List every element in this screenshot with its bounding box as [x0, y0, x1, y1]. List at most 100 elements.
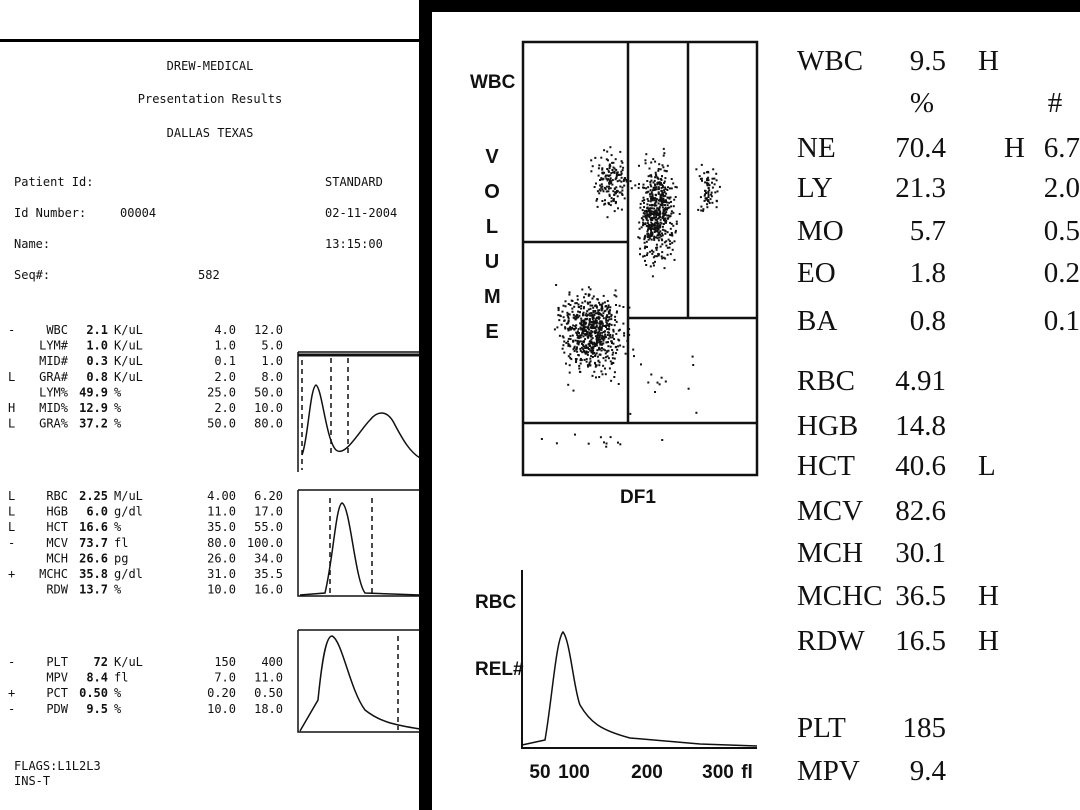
scatter-dot	[700, 205, 703, 208]
scatter-dot	[603, 203, 606, 206]
scatter-dot	[593, 320, 595, 323]
scatter-dot	[589, 323, 592, 326]
scatter-border	[521, 40, 759, 477]
result-unit: %	[114, 686, 122, 700]
scatter-dot	[657, 191, 660, 194]
scatter-dot	[661, 251, 664, 254]
scatter-dot	[638, 164, 640, 167]
scatter-dot	[575, 324, 578, 327]
scatter-dot	[613, 338, 616, 340]
scatter-dot	[602, 339, 605, 342]
scatter-dot	[645, 214, 648, 217]
scatter-dot	[622, 322, 625, 325]
scatter-dot	[706, 184, 709, 187]
result-name: EO	[797, 257, 836, 289]
scatter-dot	[571, 307, 574, 310]
scatter-dot	[620, 180, 623, 183]
result-unit: %	[114, 702, 122, 716]
result-flag: L	[8, 417, 15, 431]
scatter-dot	[647, 210, 650, 213]
scatter-dot	[595, 316, 598, 319]
scatter-dot	[648, 193, 651, 196]
scatter-dot	[674, 229, 677, 232]
scatter-dot	[642, 223, 645, 226]
scatter-dot	[704, 189, 706, 192]
scatter-dot	[563, 340, 566, 343]
scatter-dot	[654, 229, 657, 232]
result-value: 26.6	[79, 551, 108, 565]
scatter-dot	[569, 304, 572, 306]
scatter-dot	[600, 303, 603, 306]
scatter-dot	[618, 304, 621, 307]
scatter-dot	[647, 226, 650, 229]
scatter-dot	[599, 322, 602, 325]
scatter-dot	[595, 324, 598, 327]
scatter-dot	[695, 411, 698, 414]
scatter-dot	[608, 367, 611, 370]
scatter-dot	[591, 165, 594, 168]
scatter-dot	[623, 334, 626, 337]
scatter-dot	[571, 327, 573, 329]
scatter-dot	[661, 439, 664, 441]
scatter-dot	[650, 238, 653, 241]
scatter-dot	[592, 306, 595, 309]
scatter-dot	[649, 217, 652, 220]
scatter-dot	[707, 171, 710, 174]
scatter-dot	[650, 174, 652, 177]
scatter-dot	[655, 210, 658, 213]
scatter-dot	[609, 436, 612, 439]
scatter-dot	[595, 352, 598, 355]
scatter-dot	[655, 219, 658, 221]
result-value: 14.8	[895, 410, 946, 442]
scatter-dot	[703, 172, 706, 175]
scatter-dot	[647, 213, 650, 216]
scatter-dot	[607, 170, 610, 173]
scatter-dot	[653, 238, 656, 241]
scatter-dot	[672, 211, 675, 214]
scatter-dot	[588, 312, 591, 315]
scatter-dot	[654, 173, 657, 176]
scatter-dot	[557, 309, 560, 312]
scatter-dot	[592, 311, 595, 314]
texts: DREW-MEDICAL Presentation Results DALLAS T…	[8, 45, 1080, 788]
result-unit: K/uL	[114, 354, 143, 368]
result-name: MCV	[46, 536, 68, 550]
scatter-dot	[711, 181, 713, 184]
scatter-dot	[579, 359, 582, 362]
scatter-dot	[660, 182, 662, 185]
scatter-dot	[653, 217, 656, 220]
scatter-dot	[593, 352, 596, 354]
scatter-dot	[656, 182, 659, 185]
scatter-dot	[657, 239, 660, 242]
scatter-dot	[587, 286, 590, 289]
scatter-dot	[665, 244, 668, 247]
scatter-dot	[605, 174, 607, 177]
scatter-dot	[668, 240, 671, 243]
scatter-dot	[573, 345, 576, 348]
volume-axis-label: VOLUME	[484, 146, 501, 343]
scatter-dot	[654, 186, 657, 189]
scatter-dot	[646, 233, 649, 235]
scatter-dot	[655, 174, 658, 177]
scatter-dot	[590, 159, 593, 162]
scatter-dot	[663, 241, 666, 244]
scatter-dot	[643, 254, 646, 257]
scatter-dot	[646, 207, 649, 210]
scatter-dot	[567, 319, 570, 322]
scatter-dot	[592, 310, 595, 312]
scatter-dot	[605, 445, 608, 448]
scatter-dot	[711, 201, 714, 204]
scatter-dot	[610, 182, 613, 185]
scatter-dot	[707, 200, 710, 203]
scatter-dot	[642, 183, 645, 186]
scatter-dot	[651, 275, 654, 278]
scatter-dot	[604, 199, 606, 202]
scatter-dot	[604, 349, 607, 352]
scatter-dot	[652, 250, 655, 253]
scatter-dot	[603, 337, 606, 340]
scatter-dot	[608, 312, 610, 315]
scatter-dot	[654, 209, 657, 212]
scatter-dot	[583, 306, 585, 309]
scatter-dot	[598, 317, 600, 320]
scatter-dot	[671, 248, 674, 251]
